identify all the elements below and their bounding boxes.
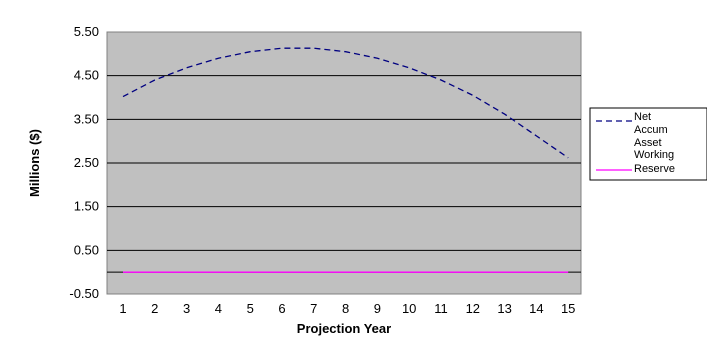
x-tick-label: 8 [342,301,349,316]
x-tick-label: 1 [119,301,126,316]
series-line-1 [122,47,569,159]
x-tick-label: 11 [434,301,448,316]
x-tick-label: 15 [561,301,575,316]
x-axis-title: Projection Year [297,321,391,336]
x-tick-label: 5 [247,301,254,316]
x-tick-label: 9 [374,301,381,316]
y-axis-ticks: 5.50 4.50 3.50 2.50 1.50 0.50 -0.50 [69,24,99,301]
x-tick-label: 13 [497,301,511,316]
y-tick-label: 2.50 [74,155,99,170]
x-axis-ticks: 1 2 3 4 5 6 7 8 9 10 11 12 13 14 15 [119,301,575,316]
y-tick-label: 3.50 [74,111,99,126]
y-tick-label: 5.50 [74,24,99,39]
x-tick-label: 10 [402,301,416,316]
legend-label: Working Reserve [634,149,675,175]
legend-box [589,107,707,181]
y-tick-label: 4.50 [74,68,99,83]
x-tick-label: 14 [529,301,543,316]
series-layer [122,47,569,273]
x-tick-label: 4 [215,301,222,316]
x-tick-label: 7 [310,301,317,316]
x-tick-label: 6 [278,301,285,316]
y-tick-label: 0.50 [74,242,99,257]
x-tick-label: 12 [466,301,480,316]
y-tick-label: -0.50 [69,286,99,301]
x-tick-label: 2 [151,301,158,316]
x-tick-label: 3 [183,301,190,316]
legend-label: Net Accum Asset [634,111,668,149]
y-axis-title: Millions ($) [27,129,42,197]
y-tick-label: 1.50 [74,199,99,214]
